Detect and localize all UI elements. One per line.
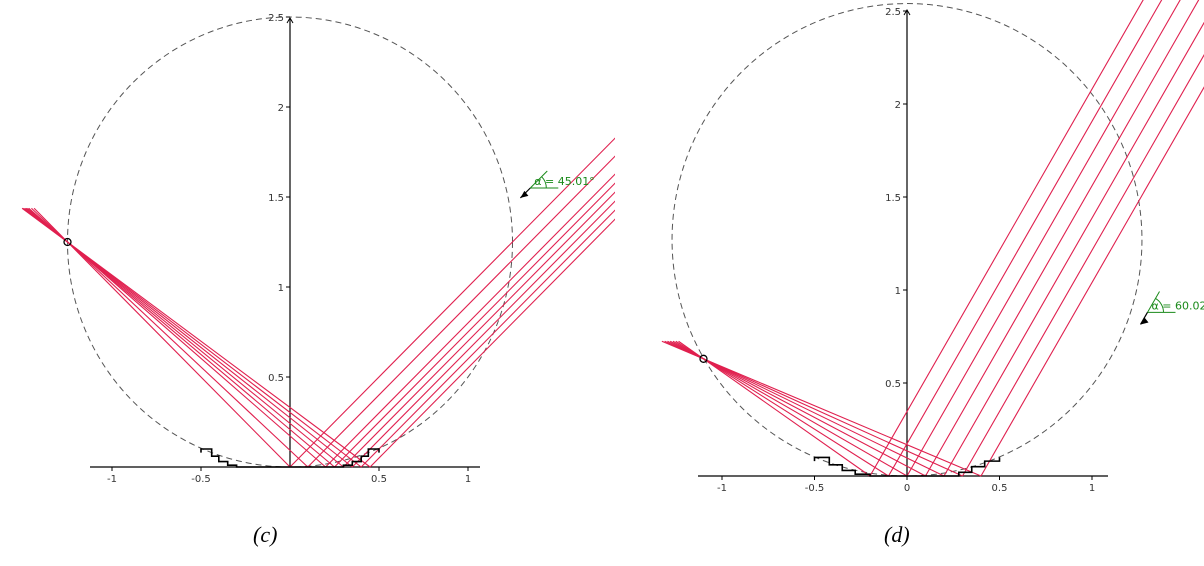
reflected-ray (33, 207, 291, 468)
direction-arrow-head (1140, 317, 1149, 325)
y-tick-label: 2 (895, 100, 901, 111)
incident-ray (334, 182, 615, 468)
mirror-profile (813, 456, 1001, 477)
x-tick-label: 0.5 (992, 483, 1008, 494)
y-tick-label: 1 (278, 283, 284, 294)
x-tick-label: 1 (465, 474, 471, 485)
incident-ray (369, 218, 615, 468)
y-tick-label: 1.5 (268, 193, 284, 204)
incident-ray (307, 155, 615, 468)
panel-d: -1 -0.5 0 0.5 1 0.5 1 1.5 2 2.5 α = 60.02° (661, 0, 1204, 494)
y-tick-label: 2.5 (885, 7, 901, 18)
incident-ray (943, 21, 1204, 477)
incident-ray (360, 209, 615, 468)
dashed-circle (671, 3, 1143, 477)
x-tick-label: -0.5 (191, 474, 211, 485)
direction-arrow-head (520, 190, 529, 198)
angle-label: α = 60.02° (1152, 299, 1204, 312)
y-tick-label: 1.5 (885, 193, 901, 204)
angle-arc (1155, 298, 1164, 313)
y-tick-label: 2.5 (268, 13, 284, 24)
angle-ray (1147, 291, 1160, 313)
focus-point (63, 237, 72, 247)
reflected-ray (678, 340, 871, 477)
incident-ray (888, 0, 1163, 477)
y-tick-label: 0.5 (885, 379, 901, 390)
y-tick-label: 2 (278, 103, 284, 114)
y-tick-label: 1 (895, 286, 901, 297)
y-axis-arrow (286, 17, 294, 24)
incident-ray (869, 0, 1144, 477)
incident-ray (351, 200, 615, 468)
incident-ray (325, 173, 615, 468)
incident-ray (906, 0, 1181, 477)
x-tick-label: -1 (717, 483, 727, 494)
mirror-profile (200, 448, 380, 468)
panel-c: -1 -0.5 0.5 1 0.5 1 1.5 2 2.5 α = 45.01° (21, 13, 615, 485)
x-tick-label: 1 (1089, 483, 1095, 494)
x-tick-label: -0.5 (805, 483, 825, 494)
angle-label: α = 45.01° (534, 175, 594, 188)
angle-ray (529, 170, 548, 189)
y-axis-arrow (903, 9, 911, 16)
incident-ray (343, 191, 615, 468)
ray-group (661, 0, 1204, 477)
incident-ray (925, 0, 1200, 477)
y-tick-label: 0.5 (268, 373, 284, 384)
x-tick-label: 0 (904, 483, 910, 494)
x-tick-label: -1 (107, 474, 117, 485)
x-tick-label: 0.5 (371, 474, 387, 485)
incident-ray (962, 54, 1204, 477)
incident-ray (980, 86, 1204, 477)
focus-point (699, 354, 708, 363)
caption-d: (d) (884, 522, 910, 547)
caption-c: (c) (253, 522, 278, 547)
ray-group (21, 137, 615, 468)
incident-ray (289, 137, 615, 468)
